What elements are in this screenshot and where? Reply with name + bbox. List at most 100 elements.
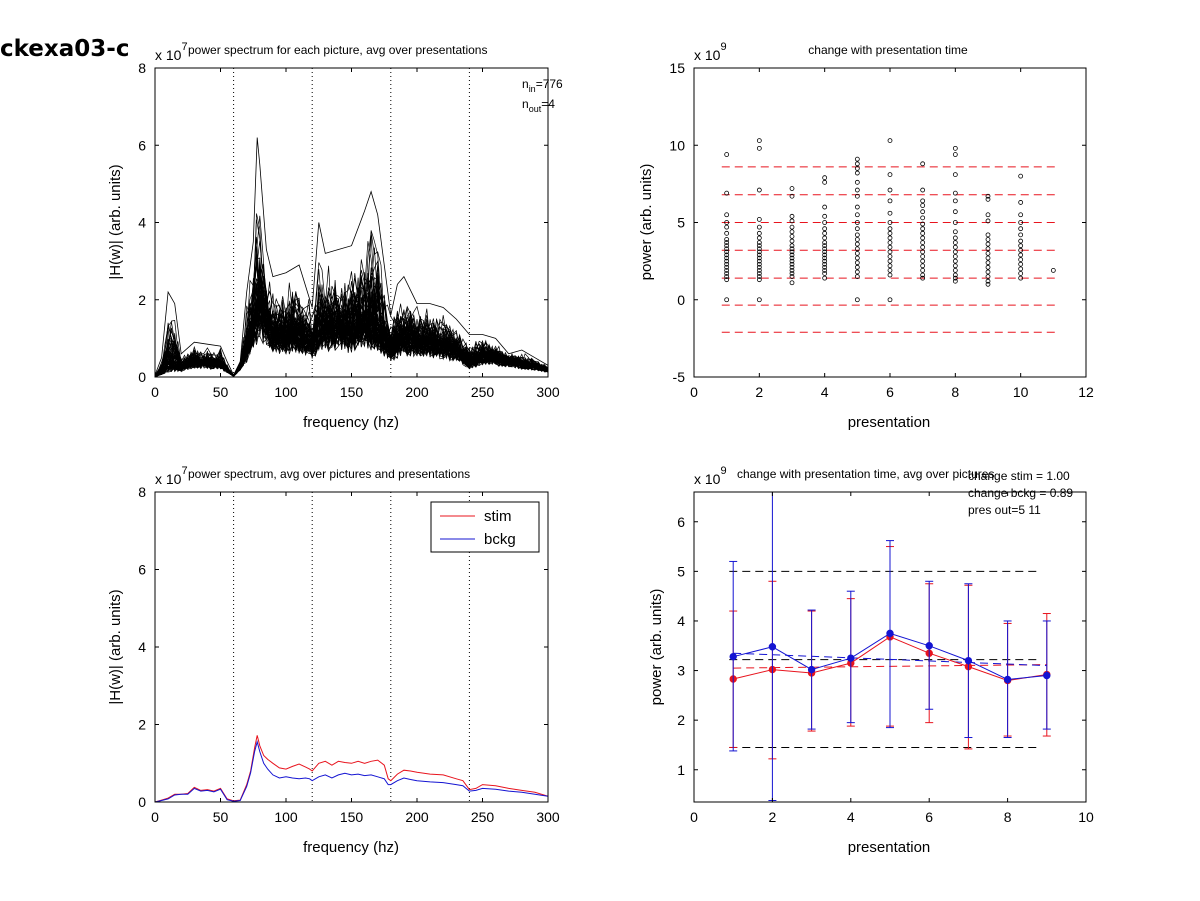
tr-scatter-point [822, 246, 828, 252]
tr-scatter-point [822, 258, 828, 264]
bl-ytick-label: 4 [138, 639, 146, 655]
tr-scatter-point [985, 264, 991, 270]
tr-scatter-point [822, 213, 828, 219]
bl-ytick-label: 6 [138, 562, 146, 578]
bl-ytick-label: 0 [138, 794, 146, 810]
tr-scatter-point [789, 224, 795, 230]
tr-scatter-point [756, 261, 762, 267]
tr-scatter-point [952, 172, 958, 178]
br-ytick-label: 4 [677, 613, 685, 629]
tr-scatter-point [756, 252, 762, 258]
tr-scatter-point [887, 249, 893, 255]
tr-scatter-point [756, 235, 762, 241]
tr-scatter-point [887, 244, 893, 250]
tr-scatter-point [1018, 266, 1024, 272]
tr-scatter-point [920, 244, 926, 250]
tr-scatter-point [756, 267, 762, 273]
tr-scatter-point [887, 210, 893, 216]
br-ytick-label: 2 [677, 712, 685, 728]
bl-xtick-label: 100 [274, 809, 298, 825]
br-xlabel: presentation [848, 839, 931, 856]
tr-scatter-point [952, 190, 958, 196]
br-point-bckg [729, 652, 737, 661]
br-marks [729, 491, 1051, 802]
tr-scatter-point [985, 255, 991, 261]
tr-scatter-point [1018, 220, 1024, 225]
tr-scatter-point [920, 215, 926, 221]
tr-scatter-point [920, 203, 926, 208]
bl-xtick-label: 200 [405, 809, 429, 825]
tr-scatter-point [756, 217, 762, 222]
tl-spectrum-curve [154, 265, 549, 378]
tl-xtick-label: 0 [151, 384, 159, 400]
br-point-bckg [925, 642, 933, 650]
tr-scatter-point [789, 238, 795, 244]
panel-top-right: x 109 change with presentation time pres… [638, 41, 1094, 431]
bl-xtick-label: 0 [151, 809, 159, 825]
tr-scatter-point [822, 226, 828, 232]
tr-ytick-label: 5 [677, 215, 685, 231]
bl-xlabel: frequency (hz) [303, 839, 399, 856]
tr-scatter-point [952, 240, 958, 245]
tr-xlabel: presentation [848, 414, 931, 431]
tl-ytick-label: 8 [138, 60, 146, 76]
tr-scatter-point [985, 246, 991, 252]
tr-ytick-label: 10 [669, 137, 685, 153]
tr-scatter-point [887, 198, 893, 204]
tr-scatter-point [985, 260, 991, 266]
bl-xtick-label: 50 [213, 809, 229, 825]
tr-scatter-point [920, 221, 926, 227]
tr-scatter-point [822, 264, 828, 270]
tr-scatter-point [822, 267, 828, 273]
bl-series-bckg [154, 739, 549, 803]
br-xtick-label: 0 [690, 809, 698, 825]
bl-marks [154, 492, 549, 803]
tr-scatter-point [920, 230, 926, 236]
tr-scatter-point [1018, 173, 1024, 179]
tr-scatter-point [985, 274, 991, 279]
tr-scatter-point [789, 186, 795, 191]
tr-scatter-point [789, 280, 795, 286]
tr-scatter-point [952, 267, 958, 273]
tr-scatter-point [985, 196, 991, 202]
tr-xtick-label: 10 [1013, 384, 1029, 400]
tr-scatter-point [724, 271, 730, 276]
tr-scatter-point [854, 220, 860, 225]
tr-ylabel: power (arb. units) [638, 164, 655, 281]
tr-scatter-point [822, 204, 828, 210]
tr-scatter-point [756, 297, 762, 303]
tr-scatter-point [952, 272, 958, 278]
tr-scatter-point [756, 145, 762, 151]
br-ytick-label: 5 [677, 563, 685, 579]
bl-title: power spectrum, avg over pictures and pr… [188, 467, 470, 481]
tr-xtick-label: 8 [951, 384, 959, 400]
tr-scatter-point [724, 246, 730, 252]
tl-title: power spectrum for each picture, avg ove… [188, 43, 487, 57]
tr-scatter-point [789, 258, 795, 264]
tr-scatter-point [854, 255, 860, 261]
tr-scatter-point [854, 204, 860, 210]
tr-scatter-point [822, 240, 828, 245]
tr-scatter-point [854, 226, 860, 232]
tr-scatter-point [789, 255, 795, 261]
tr-scatter-point [789, 264, 795, 270]
tr-scatter-point [822, 255, 828, 261]
tl-xtick-label: 100 [274, 384, 298, 400]
tr-scatter-point [822, 179, 828, 185]
tr-scatter-point [822, 230, 828, 236]
tr-scatter-point [952, 244, 958, 250]
tr-scatter-point [822, 175, 828, 181]
tr-scatter-point [756, 230, 762, 236]
tr-scatter-point [887, 254, 893, 259]
tr-scatter-point [854, 179, 860, 185]
bl-legend: stim bckg [430, 501, 540, 553]
tr-scatter-point [789, 193, 795, 199]
tr-scatter-point [887, 240, 893, 245]
br-ylabel: power (arb. units) [648, 589, 665, 706]
tr-exponent: x 109 [694, 41, 727, 63]
tr-scatter-point [724, 240, 730, 245]
bl-ylabel: |H(w)| (arb. units) [107, 589, 124, 704]
tr-scatter-point [952, 152, 958, 157]
tr-scatter-point [1018, 247, 1024, 253]
